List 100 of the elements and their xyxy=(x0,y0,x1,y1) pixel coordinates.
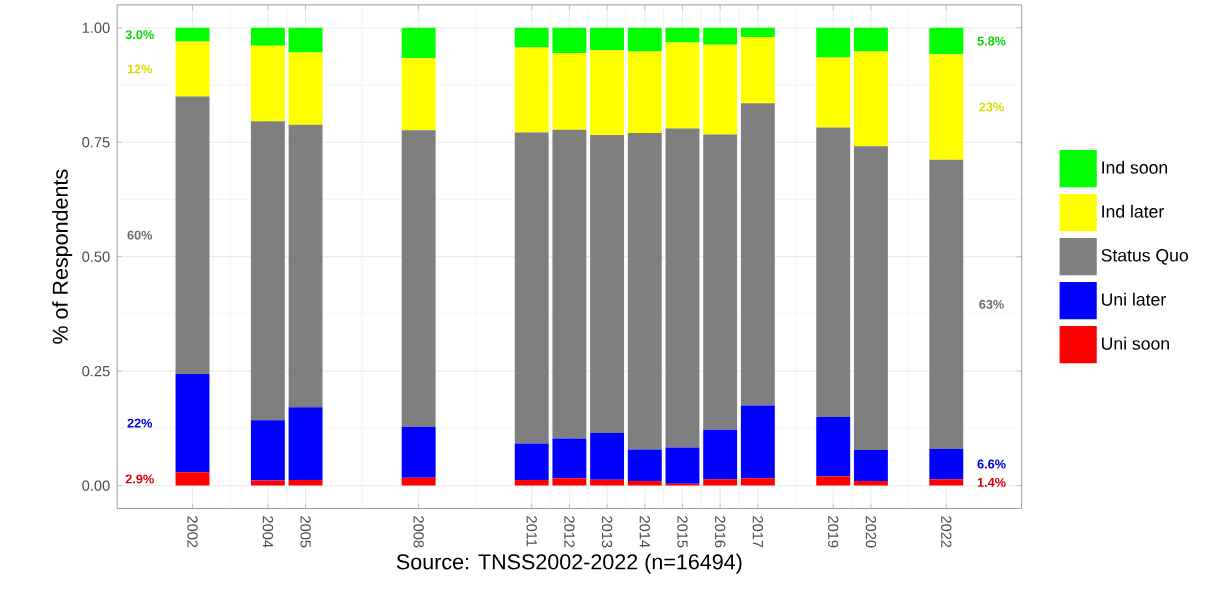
legend-label: Uni later xyxy=(1102,293,1166,306)
bar xyxy=(590,433,625,480)
bar xyxy=(627,27,662,52)
x-tick-label: 2002 xyxy=(187,516,198,548)
bar xyxy=(514,47,549,133)
bar xyxy=(929,54,964,160)
annotation: 3.0% xyxy=(125,30,154,40)
bar xyxy=(929,449,964,480)
bar xyxy=(853,51,888,147)
bar xyxy=(590,27,625,51)
bar xyxy=(740,405,775,479)
bar xyxy=(175,472,210,486)
annotation: 2.9% xyxy=(125,474,154,484)
bar xyxy=(853,481,888,486)
bar xyxy=(590,135,625,434)
bar xyxy=(401,27,436,59)
bar xyxy=(175,96,210,375)
x-tick-label: 2013 xyxy=(601,516,613,548)
y-tick-label: 0.50 xyxy=(82,251,110,263)
bar xyxy=(175,27,210,42)
bar xyxy=(740,478,775,486)
bar xyxy=(250,121,285,421)
bar xyxy=(250,420,285,481)
annotation: 6.6% xyxy=(977,459,1006,469)
bar xyxy=(401,478,436,486)
bar xyxy=(740,37,775,104)
bar xyxy=(627,449,662,482)
x-axis-title: Source: TNSS2002-2022 (n=16494) xyxy=(396,553,742,574)
bar xyxy=(703,479,738,486)
x-tick-label: 2011 xyxy=(526,516,537,547)
bar xyxy=(401,58,436,131)
bar xyxy=(816,57,851,128)
bar xyxy=(665,447,700,484)
bar xyxy=(552,438,587,479)
x-tick-label: 2022 xyxy=(941,516,952,548)
bar xyxy=(929,27,964,55)
bar xyxy=(627,51,662,134)
bar xyxy=(703,44,738,135)
bar xyxy=(665,42,700,129)
bar xyxy=(816,127,851,418)
bar xyxy=(552,53,587,131)
bar xyxy=(250,45,285,122)
bar xyxy=(627,133,662,450)
annotation: 22% xyxy=(127,418,153,428)
bar xyxy=(288,27,323,53)
bar xyxy=(703,134,738,430)
bar xyxy=(175,374,210,473)
x-tick-label: 2005 xyxy=(300,516,311,548)
x-tick-label: 2004 xyxy=(262,516,274,548)
bar xyxy=(552,130,587,439)
x-tick-label: 2017 xyxy=(752,516,764,548)
x-tick-label: 2020 xyxy=(865,516,877,548)
legend-label: Ind later xyxy=(1102,205,1164,218)
y-axis-title: % of Respondents xyxy=(52,169,73,345)
bar xyxy=(514,27,549,48)
bar xyxy=(514,480,549,486)
bar xyxy=(401,130,436,428)
annotation: 12% xyxy=(127,64,153,74)
annotation: 60% xyxy=(127,230,153,240)
y-tick-label: 0.75 xyxy=(82,137,110,148)
y-tick-label: 0.00 xyxy=(82,480,110,491)
y-tick-label: 1.00 xyxy=(82,22,110,34)
bar xyxy=(552,478,587,486)
bar xyxy=(665,27,700,43)
bar xyxy=(665,128,700,448)
x-tick-label: 2012 xyxy=(564,516,575,548)
bar xyxy=(740,103,775,406)
annotation: 5.8% xyxy=(977,36,1006,46)
legend-label: Uni soon xyxy=(1102,337,1169,350)
bar xyxy=(552,27,587,54)
legend-label: Ind soon xyxy=(1102,161,1168,174)
bar xyxy=(288,407,323,481)
bar xyxy=(288,125,323,408)
annotation: 23% xyxy=(979,102,1004,112)
bar xyxy=(590,479,625,486)
bar xyxy=(288,480,323,486)
x-tick-label: 2014 xyxy=(639,516,650,548)
bar xyxy=(740,27,775,38)
bar xyxy=(853,450,888,482)
bar xyxy=(250,27,285,46)
annotation: 1.4% xyxy=(977,478,1006,488)
bar xyxy=(853,146,888,451)
y-tick-label: 0.25 xyxy=(82,366,110,377)
bar xyxy=(590,50,625,136)
annotation: 63% xyxy=(979,299,1004,310)
bar xyxy=(627,481,662,486)
bar xyxy=(288,52,323,126)
legend-label: Status Quo xyxy=(1101,249,1188,265)
bar xyxy=(175,41,210,97)
bar xyxy=(929,479,964,486)
bar xyxy=(703,429,738,480)
bar xyxy=(816,476,851,486)
bar xyxy=(514,132,549,444)
x-tick-label: 2019 xyxy=(828,516,839,548)
x-tick-label: 2016 xyxy=(714,516,726,548)
bar xyxy=(816,27,851,58)
x-tick-label: 2008 xyxy=(413,516,424,548)
x-tick-label: 2015 xyxy=(677,516,688,548)
bar xyxy=(514,443,549,481)
bar xyxy=(250,480,285,486)
